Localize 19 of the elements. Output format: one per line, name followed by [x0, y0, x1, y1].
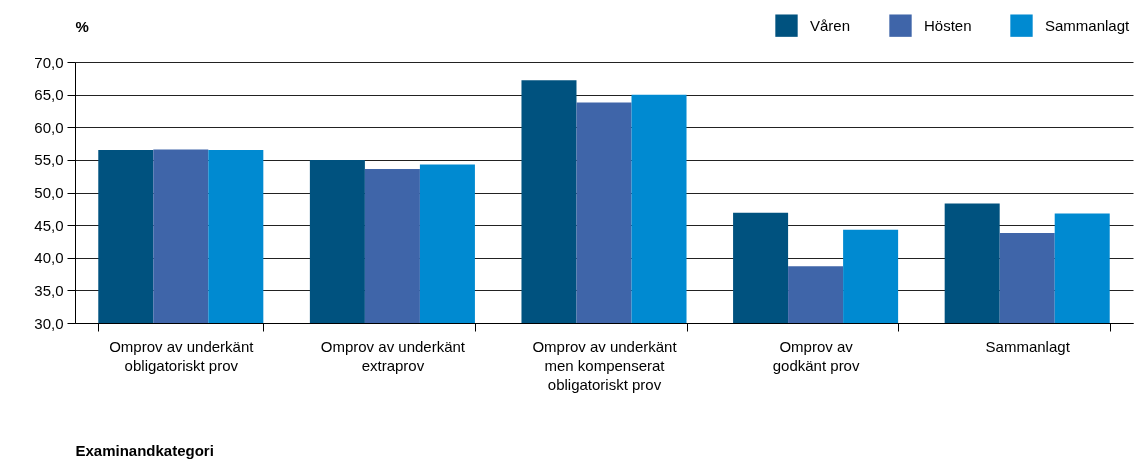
y-axis-title: %: [75, 17, 89, 35]
y-tick-label: 60,0: [34, 118, 64, 136]
y-tick-label: 50,0: [34, 184, 64, 201]
x-tick-label: Omprov av godkänt prov: [772, 337, 860, 374]
y-tick-label: 30,0: [34, 314, 64, 332]
legend-label: Sammanlagt: [1045, 16, 1131, 34]
x-tick-label: Omprov av underkänt men kompenserat obligatoriskt prov: [532, 337, 678, 393]
y-tick-label: 45,0: [34, 216, 64, 234]
legend-label: Hösten: [924, 16, 972, 34]
y-tick-label: 55,0: [34, 151, 64, 169]
x-tick-label: Sammanlagt: [985, 337, 1071, 355]
y-tick-label: 70,0: [34, 53, 64, 71]
y-tick-label: 65,0: [34, 86, 64, 104]
y-tick-label: 40,0: [34, 249, 64, 267]
x-axis-title: Examinandkategori: [75, 441, 214, 459]
legend-label: Våren: [810, 16, 851, 34]
x-tick-label: Omprov av underkänt obligatoriskt prov: [109, 337, 255, 374]
x-tick-label: Omprov av underkänt extraprov: [320, 337, 466, 374]
y-tick-label: 35,0: [34, 281, 64, 299]
